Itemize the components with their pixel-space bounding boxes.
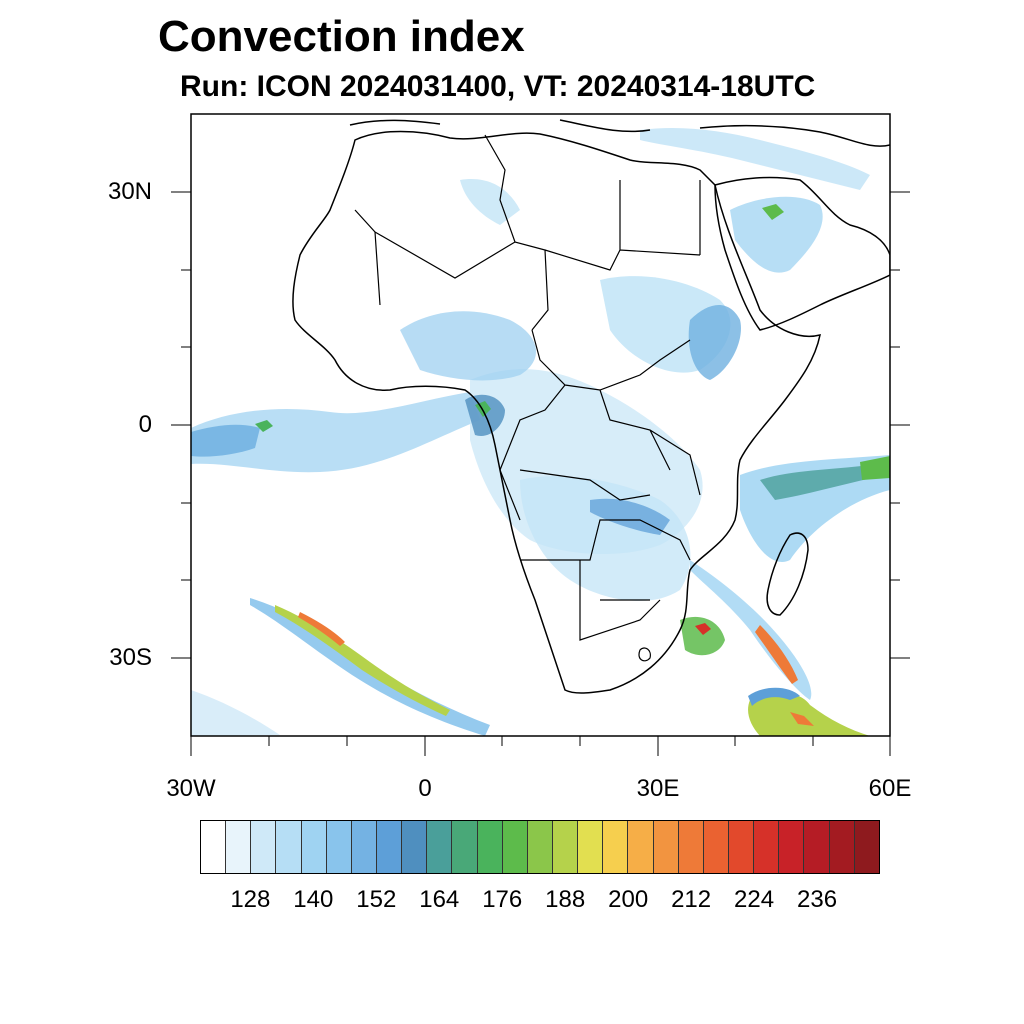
colorbar-label: 188 (545, 886, 586, 913)
colorbar-swatch (326, 821, 352, 873)
zambia-band (590, 498, 670, 535)
indian-ocean-green (860, 456, 890, 480)
colorbar-swatch (527, 821, 553, 873)
colorbar-swatch (276, 821, 302, 873)
y-label-30n: 30N (107, 178, 152, 205)
se-ocean-swirl (748, 692, 870, 736)
y-label-0: 0 (138, 411, 152, 438)
colorbar-swatch (226, 821, 252, 873)
se-africa-front-core (755, 625, 798, 684)
indian-ocean-core (760, 465, 872, 500)
colorbar-swatch (603, 821, 629, 873)
colorbar-swatch (251, 821, 277, 873)
south-atlantic-core (275, 605, 450, 716)
y-label-30s: 30S (109, 644, 152, 671)
se-ocean-swirl-blue (748, 687, 800, 706)
border-lines-central (499, 329, 701, 521)
map-title: Convection index (158, 12, 525, 61)
colorbar-swatch (376, 821, 403, 873)
colorbar-swatch (402, 821, 428, 873)
colorbar-swatch (477, 821, 503, 873)
x-ticks (190, 736, 891, 756)
x-label-0: 0 (418, 775, 432, 802)
south-atlantic-west (191, 690, 280, 736)
colorbar-swatch (804, 821, 830, 873)
sahara-convection (460, 179, 520, 225)
colorbar-swatch (728, 821, 755, 873)
coastlines (292, 119, 890, 694)
colorbar-label: 164 (419, 886, 460, 913)
colorbar-label: 176 (482, 886, 523, 913)
natal-hotspot (680, 616, 725, 656)
colorbar-swatch (502, 821, 528, 873)
arabia-green-spot (762, 204, 784, 220)
south-atlantic-hot (298, 612, 345, 646)
colorbar-swatch (452, 821, 478, 873)
colorbar-swatch (779, 821, 805, 873)
border-lines-north (354, 134, 701, 331)
colorbar-swatch (829, 821, 855, 873)
colorbar-label: 224 (734, 886, 775, 913)
colorbar-swatch (703, 821, 729, 873)
colorbar-swatch (578, 821, 604, 873)
colorbar-swatch (301, 821, 327, 873)
colorbar (200, 820, 880, 874)
colorbar-swatch (628, 821, 654, 873)
madagascar-coastline (766, 532, 809, 616)
convection-field (191, 128, 890, 736)
x-label-60e: 60E (868, 775, 912, 802)
colorbar-swatch (351, 821, 377, 873)
colorbar-swatch (427, 821, 453, 873)
colorbar-swatch (552, 821, 579, 873)
colorbar-swatch (678, 821, 704, 873)
x-label-30e: 30E (636, 775, 680, 802)
itcz-atlantic-band (191, 392, 480, 473)
colorbar-label: 140 (293, 886, 334, 913)
colorbar-swatch (754, 821, 780, 873)
mediterranean-convection (640, 128, 870, 190)
southern-africa-convection (520, 476, 691, 601)
natal-red (695, 623, 711, 635)
colorbar-label: 200 (608, 886, 649, 913)
colorbar-swatch (854, 821, 879, 873)
map-subtitle: Run: ICON 2024031400, VT: 20240314-18UTC (180, 70, 816, 103)
colorbar-swatch (653, 821, 679, 873)
colorbar-label: 128 (230, 886, 271, 913)
west-africa-convection (400, 311, 537, 381)
x-label-30w: 30W (166, 775, 216, 802)
y-ticks (171, 191, 910, 659)
se-ocean-swirl-hot (790, 712, 814, 726)
itcz-green-spot (255, 420, 273, 432)
colorbar-label: 236 (797, 886, 838, 913)
arabia-convection (730, 196, 823, 273)
ethiopia-convection (688, 305, 741, 380)
border-lines-south (520, 519, 691, 662)
colorbar-swatch (201, 821, 227, 873)
itcz-atlantic-core (191, 424, 260, 457)
mediterranean-north (349, 119, 890, 147)
arabia-coastline (714, 176, 890, 331)
africa-coastline (292, 130, 821, 694)
colorbar-label: 212 (671, 886, 712, 913)
colorbar-label: 152 (356, 886, 397, 913)
country-borders (354, 134, 701, 662)
